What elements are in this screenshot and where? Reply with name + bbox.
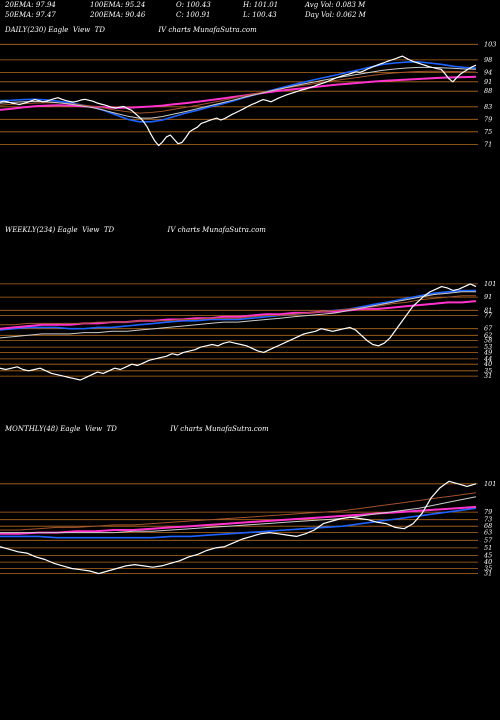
daily-ema-line xyxy=(0,60,477,123)
weekly-tick-label: 101 xyxy=(484,280,496,288)
monthly-ema-line xyxy=(0,492,477,531)
weekly-tick-label: 31 xyxy=(484,372,492,380)
monthly-tick-label: 101 xyxy=(484,480,496,488)
ema50-value: 50EMA: 97.47 xyxy=(5,11,56,19)
daily-tick-label: 75 xyxy=(484,128,492,136)
weekly-tick-label: 53 xyxy=(484,343,492,351)
ema20-value: 20EMA: 97.94 xyxy=(5,1,56,9)
day-volume-value: Day Vol: 0.062 M xyxy=(305,11,366,19)
weekly-tick-label: 77 xyxy=(484,312,493,320)
weekly-ema-line xyxy=(0,291,476,339)
daily-tick-label: 103 xyxy=(484,40,496,48)
weekly-tick-label: 67 xyxy=(484,325,493,333)
daily-price-line xyxy=(0,55,477,147)
weekly-tick-label: 81 xyxy=(484,306,492,314)
weekly-tick-label: 44 xyxy=(483,355,492,363)
weekly-ema-line xyxy=(0,295,476,326)
weekly-tick-label: 58 xyxy=(484,337,492,345)
monthly-tick-label: 68 xyxy=(484,522,492,530)
daily-tick-label: 88 xyxy=(484,87,492,95)
weekly-price-line xyxy=(0,283,477,381)
daily-panel-title: DAILY(230) Eagle View TD IV charts Munaf… xyxy=(5,26,257,34)
monthly-tick-label: 63 xyxy=(484,529,492,537)
weekly-ema-line xyxy=(0,300,477,330)
ema200-value: 200EMA: 90.46 xyxy=(90,11,146,19)
weekly-tick-label: 35 xyxy=(484,367,492,375)
daily-tick-label: 94 xyxy=(484,68,492,76)
monthly-ema-line xyxy=(0,507,477,539)
monthly-tick-label: 73 xyxy=(484,516,492,524)
monthly-tick-label: 57 xyxy=(484,536,493,544)
ema100-value: 100EMA: 95.24 xyxy=(90,1,146,9)
weekly-tick-label: 62 xyxy=(484,331,492,339)
daily-tick-label: 98 xyxy=(484,56,492,64)
high-value: H: 101.01 xyxy=(243,1,279,9)
close-value: C: 100.91 xyxy=(176,11,211,19)
daily-ema-line xyxy=(0,70,477,114)
weekly-ema-line xyxy=(0,289,476,331)
weekly-tick-label: 40 xyxy=(483,360,492,368)
avg-volume-value: Avg Vol: 0.083 M xyxy=(305,1,366,9)
monthly-tick-label: 31 xyxy=(484,570,492,578)
daily-tick-label: 83 xyxy=(484,103,492,111)
monthly-panel-title: MONTHLY(48) Eagle View TD IV charts Muna… xyxy=(5,425,269,433)
daily-tick-label: 71 xyxy=(484,140,492,148)
monthly-tick-label: 40 xyxy=(483,558,492,566)
daily-tick-label: 79 xyxy=(484,115,492,123)
daily-ema-line xyxy=(0,75,477,111)
low-value: L: 100.43 xyxy=(243,11,277,19)
monthly-price-line xyxy=(0,480,477,575)
weekly-tick-label: 91 xyxy=(484,293,492,301)
monthly-ema-line xyxy=(0,505,477,535)
monthly-tick-label: 51 xyxy=(484,544,492,552)
weekly-tick-label: 49 xyxy=(483,348,492,356)
monthly-ema-line xyxy=(0,496,477,534)
daily-ema-line xyxy=(0,66,477,119)
monthly-tick-label: 45 xyxy=(483,552,492,560)
monthly-tick-label: 35 xyxy=(484,565,492,573)
open-value: O: 100.43 xyxy=(176,1,211,9)
daily-tick-label: 91 xyxy=(484,78,492,86)
monthly-tick-label: 79 xyxy=(484,508,492,516)
weekly-panel-title: WEEKLY(234) Eagle View TD IV charts Muna… xyxy=(5,226,266,234)
